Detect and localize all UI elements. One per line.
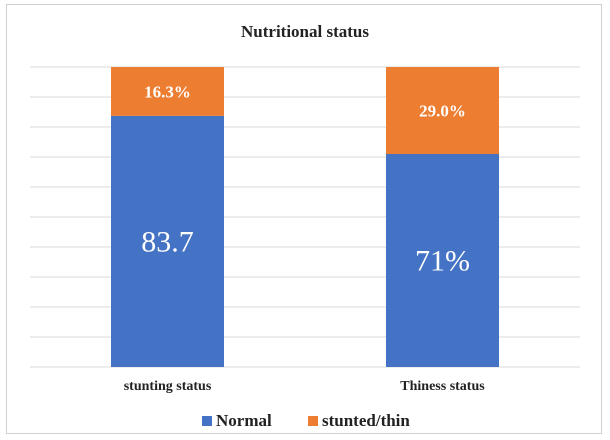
data-label: 83.7	[141, 225, 194, 258]
category-label: stunting status	[124, 379, 212, 394]
data-label: 71%	[415, 245, 470, 278]
bar-normal-0	[111, 115, 224, 368]
data-label: 29.0%	[419, 102, 466, 121]
legend-label-stunted-thin: stunted/thin	[322, 411, 410, 430]
category-label: Thiness status	[400, 379, 485, 394]
chart-frame	[6, 4, 602, 434]
data-labels: 83.7 16.3% 71% 29.0%	[141, 82, 470, 277]
bar-stunted-thin-1	[386, 67, 499, 154]
legend-swatch-normal	[202, 416, 212, 426]
data-label: 16.3%	[144, 82, 191, 101]
category-labels: stunting status Thiness status	[124, 379, 486, 394]
legend-swatch-stunted-thin	[308, 416, 318, 426]
chart-title: Nutritional status	[241, 22, 369, 41]
bars	[111, 67, 499, 368]
bar-stunted-thin-0	[111, 67, 224, 116]
bar-normal-1	[386, 154, 499, 367]
legend: Normal stunted/thin	[202, 411, 410, 430]
legend-label-normal: Normal	[216, 411, 272, 430]
